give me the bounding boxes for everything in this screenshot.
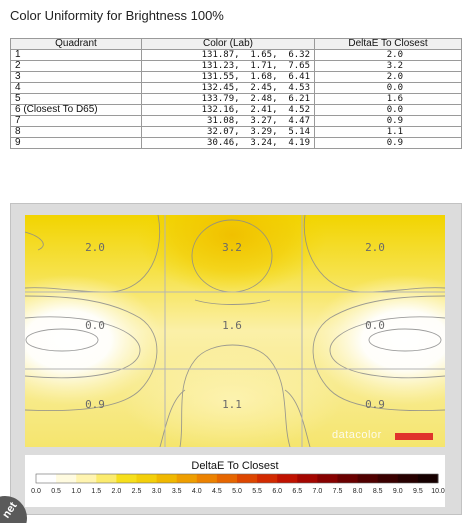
colorbar-swatch (56, 474, 77, 483)
table-row: 8 32.07, 3.29, 5.14 1.1 (10, 126, 462, 138)
colorbar-swatch (237, 474, 258, 483)
colorbar-tick-label: 8.5 (373, 488, 383, 495)
colorbar-swatch (317, 474, 338, 483)
color-uniformity-table: Quadrant Color (Lab) DeltaE To Closest 1… (10, 38, 462, 149)
colorbar-swatch (377, 474, 399, 483)
colorbar-tick-label: 9.0 (393, 488, 403, 495)
colorbar-swatch (196, 474, 218, 483)
heatmap-cell-label: 1.1 (222, 398, 242, 411)
colorbar-swatch (216, 474, 238, 483)
colorbar-swatch (337, 474, 359, 483)
bit-tech-logo: net (0, 496, 27, 523)
cell-quadrant: 9 (10, 137, 142, 149)
colorbar-tick-label: 4.0 (192, 488, 202, 495)
cell-lab: 131.23, 1.71, 7.65 (141, 60, 315, 72)
colorbar-swatch (36, 474, 57, 483)
colorbar-tick-label: 2.5 (132, 488, 142, 495)
cell-lab: 132.45, 2.45, 4.53 (141, 82, 315, 94)
heatmap-cell-label: 0.9 (85, 398, 105, 411)
colorbar-swatch (116, 474, 137, 483)
colorbar-swatch (176, 474, 198, 483)
colorbar-swatch (136, 474, 158, 483)
colorbar-tick-label: 2.0 (112, 488, 122, 495)
colorbar-tick-label: 5.0 (232, 488, 242, 495)
colorbar-tick-label: 3.0 (152, 488, 162, 495)
quadrant-grid (25, 215, 445, 447)
colorbar-swatch (297, 474, 318, 483)
cell-deltae: 0.9 (314, 137, 462, 149)
colorbar-tick-label: 8.0 (353, 488, 363, 495)
colorbar-tick-label: 1.0 (71, 488, 81, 495)
datacolor-watermark: datacolor (332, 429, 382, 441)
colorbar-tick-label: 7.5 (333, 488, 343, 495)
colorbar-title: DeltaE To Closest (191, 460, 278, 472)
heatmap-cell-label: 0.9 (365, 398, 385, 411)
colorbar-tick-label: 10.0 (431, 488, 445, 495)
heatmap-surface (25, 215, 445, 447)
colorbar-tick-label: 7.0 (313, 488, 323, 495)
colorbar-tick-label: 1.5 (91, 488, 101, 495)
colorbar-swatch (357, 474, 379, 483)
table-row: 3 131.55, 1.68, 6.41 2.0 (10, 71, 462, 83)
colorbar-tick-label: 3.5 (172, 488, 182, 495)
colorbar-swatches (36, 474, 439, 483)
heatmap-cell-label: 1.6 (222, 319, 242, 332)
colorbar-swatch (76, 474, 97, 483)
colorbar-tick-label: 6.0 (272, 488, 282, 495)
colorbar-tick-label: 6.5 (292, 488, 302, 495)
colorbar-swatch (257, 474, 278, 483)
table-row: 7 31.08, 3.27, 4.47 0.9 (10, 115, 462, 127)
colorbar-swatch (96, 474, 117, 483)
heatmap-cell-label: 0.0 (85, 319, 105, 332)
heatmap-cell-label: 0.0 (365, 319, 385, 332)
page-title: Color Uniformity for Brightness 100% (10, 8, 224, 23)
colorbar-swatch (397, 474, 419, 483)
colorbar-tick-label: 5.5 (252, 488, 262, 495)
datacolor-brand-bar (395, 433, 433, 440)
table-row: 9 30.46, 3.24, 4.19 0.9 (10, 137, 462, 149)
colorbar-tick-label: 9.5 (413, 488, 423, 495)
colorbar-swatch (277, 474, 298, 483)
colorbar-tick-label: 0.0 (31, 488, 41, 495)
heatmap-cell-label: 3.2 (222, 241, 242, 254)
table-row: 2 131.23, 1.71, 7.65 3.2 (10, 60, 462, 72)
heatmap-cell-label: 2.0 (365, 241, 385, 254)
colorbar-swatch (417, 474, 439, 483)
table-row: 4 132.45, 2.45, 4.53 0.0 (10, 82, 462, 94)
colorbar-tick-label: 0.5 (51, 488, 61, 495)
cell-lab: 30.46, 3.24, 4.19 (141, 137, 315, 149)
colorbar-tick-label: 4.5 (212, 488, 222, 495)
heatmap-value-labels: 2.0 3.2 2.0 0.0 1.6 0.0 0.9 1.1 0.9 (85, 241, 385, 411)
heatmap-cell-label: 2.0 (85, 241, 105, 254)
colorbar-tick-labels: 0.0 0.5 1.0 1.5 2.0 2.5 3.0 3.5 4.0 4.5 5.0 5.5 6.0 6… (31, 488, 445, 495)
colorbar-frame (35, 473, 439, 484)
colorbar-swatch (156, 474, 178, 483)
